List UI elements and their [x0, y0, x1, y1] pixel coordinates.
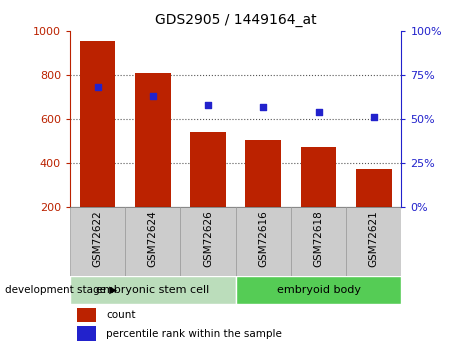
Bar: [356, 168, 392, 207]
Point: [315, 109, 322, 115]
Point: [370, 115, 377, 120]
Bar: [180, 207, 235, 276]
Text: GSM72616: GSM72616: [258, 210, 268, 267]
Bar: [235, 276, 401, 304]
Bar: [135, 73, 171, 207]
Text: GSM72621: GSM72621: [369, 210, 379, 267]
Text: GSM72622: GSM72622: [92, 210, 102, 267]
Title: GDS2905 / 1449164_at: GDS2905 / 1449164_at: [155, 13, 317, 27]
Point: [149, 93, 156, 99]
Bar: [235, 207, 291, 276]
Bar: [79, 41, 115, 207]
Bar: [190, 132, 226, 207]
Bar: [77, 308, 97, 322]
Text: GSM72626: GSM72626: [203, 210, 213, 267]
Point: [204, 102, 212, 108]
Point: [94, 85, 101, 90]
Point: [260, 104, 267, 109]
Text: GSM72618: GSM72618: [313, 210, 323, 267]
Bar: [300, 147, 336, 207]
Text: embryonic stem cell: embryonic stem cell: [96, 285, 209, 295]
Text: count: count: [106, 310, 136, 320]
Bar: [70, 276, 235, 304]
Text: GSM72624: GSM72624: [148, 210, 158, 267]
Text: percentile rank within the sample: percentile rank within the sample: [106, 329, 282, 339]
Bar: [70, 207, 125, 276]
Bar: [291, 207, 346, 276]
Text: embryoid body: embryoid body: [276, 285, 360, 295]
Bar: [125, 207, 180, 276]
Bar: [245, 140, 281, 207]
Bar: [77, 326, 97, 341]
Bar: [346, 207, 401, 276]
Text: development stage ▶: development stage ▶: [5, 285, 117, 295]
